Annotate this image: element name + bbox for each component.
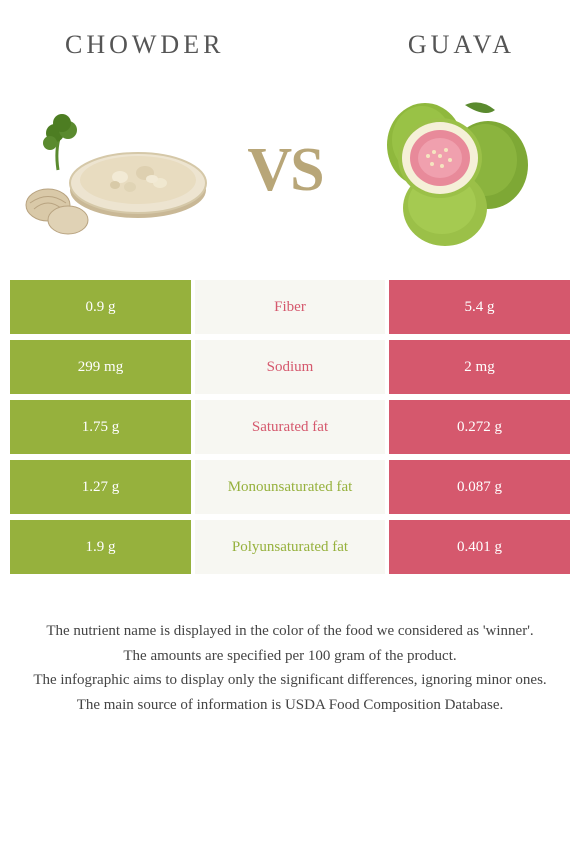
vs-label: VS bbox=[247, 135, 322, 206]
left-value: 1.9 g bbox=[10, 520, 195, 574]
nutrition-row: 1.75 gSaturated fat0.272 g bbox=[10, 400, 570, 454]
nutrient-label: Saturated fat bbox=[195, 400, 385, 454]
footer-line: The nutrient name is displayed in the co… bbox=[20, 620, 560, 643]
left-value: 1.75 g bbox=[10, 400, 195, 454]
header-row: CHOWDER GUAVA bbox=[0, 0, 580, 70]
nutrition-table: 0.9 gFiber5.4 g 299 mgSodium2 mg 1.75 gSat… bbox=[10, 280, 570, 574]
right-food-title: GUAVA bbox=[408, 30, 515, 60]
nutrient-label: Fiber bbox=[195, 280, 385, 334]
nutrition-row: 0.9 gFiber5.4 g bbox=[10, 280, 570, 334]
nutrient-label: Polyunsaturated fat bbox=[195, 520, 385, 574]
nutrient-label: Sodium bbox=[195, 340, 385, 394]
footer-line: The amounts are specified per 100 gram o… bbox=[20, 645, 560, 668]
nutrient-label: Monounsaturated fat bbox=[195, 460, 385, 514]
footer-notes: The nutrient name is displayed in the co… bbox=[0, 580, 580, 716]
guava-image bbox=[360, 90, 550, 250]
nutrition-row: 1.27 gMonounsaturated fat0.087 g bbox=[10, 460, 570, 514]
nutrition-row: 299 mgSodium2 mg bbox=[10, 340, 570, 394]
nutrition-row: 1.9 gPolyunsaturated fat0.401 g bbox=[10, 520, 570, 574]
right-value: 5.4 g bbox=[385, 280, 570, 334]
left-food-title: CHOWDER bbox=[65, 30, 224, 60]
chowder-image bbox=[20, 90, 210, 250]
comparison-images: VS bbox=[0, 70, 580, 280]
left-value: 0.9 g bbox=[10, 280, 195, 334]
right-value: 2 mg bbox=[385, 340, 570, 394]
left-value: 1.27 g bbox=[10, 460, 195, 514]
footer-line: The main source of information is USDA F… bbox=[20, 694, 560, 717]
right-value: 0.087 g bbox=[385, 460, 570, 514]
footer-line: The infographic aims to display only the… bbox=[20, 669, 560, 692]
left-value: 299 mg bbox=[10, 340, 195, 394]
right-value: 0.272 g bbox=[385, 400, 570, 454]
right-value: 0.401 g bbox=[385, 520, 570, 574]
